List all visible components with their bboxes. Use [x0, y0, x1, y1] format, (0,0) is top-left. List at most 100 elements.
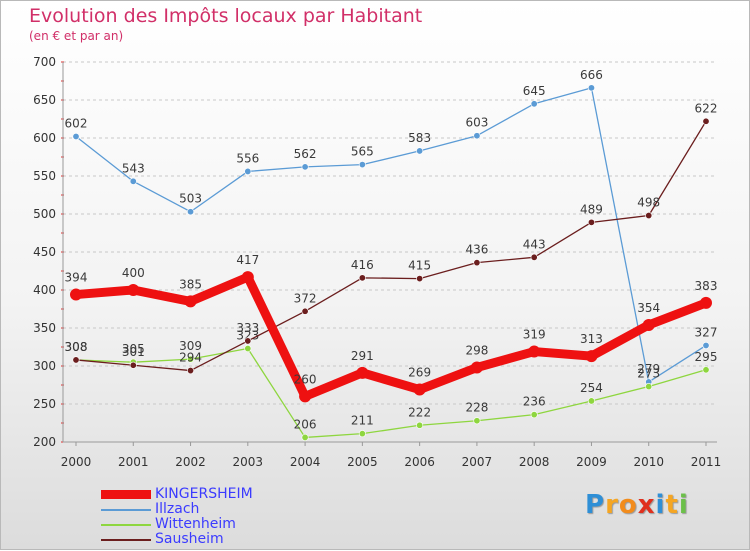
y-tick-label: 200	[33, 435, 56, 449]
x-tick-label: 2009	[576, 455, 607, 469]
y-tick-label: 450	[33, 245, 56, 259]
y-tick-label: 600	[33, 131, 56, 145]
chart-subtitle: (en € et par an)	[29, 29, 124, 43]
x-tick-label: 2010	[633, 455, 664, 469]
data-label: 415	[408, 259, 431, 273]
series-line-kingersheim	[71, 272, 711, 401]
data-label: 308	[65, 340, 88, 354]
y-tick-label: 500	[33, 207, 56, 221]
data-label: 602	[65, 116, 88, 130]
data-label: 294	[179, 351, 202, 365]
data-point	[530, 411, 538, 419]
chart-title: Evolution des Impôts locaux par Habitant	[29, 5, 423, 27]
proxiti-logo: Proxiti	[585, 490, 689, 520]
data-label: 301	[122, 345, 145, 359]
data-point	[413, 383, 426, 396]
data-point	[702, 341, 710, 349]
data-point	[244, 167, 252, 175]
data-label: 383	[695, 279, 718, 293]
legend-label: Wittenheim	[155, 516, 236, 532]
data-point	[645, 383, 653, 391]
data-label: 400	[122, 266, 145, 280]
data-point	[72, 356, 80, 364]
data-label: 436	[465, 243, 488, 257]
data-label: 503	[179, 192, 202, 206]
data-point	[187, 208, 195, 216]
x-tick-label: 2001	[118, 455, 149, 469]
data-label: 333	[236, 321, 259, 335]
data-point	[587, 218, 595, 226]
data-label: 498	[637, 196, 660, 210]
data-label: 313	[580, 332, 603, 346]
legend-label: Sausheim	[155, 531, 224, 547]
x-tick-label: 2004	[290, 455, 321, 469]
data-label: 206	[294, 417, 317, 431]
y-tick-label: 700	[33, 55, 56, 69]
data-point	[470, 361, 483, 374]
logo-letter: i	[655, 490, 666, 520]
data-point	[416, 421, 424, 429]
data-point	[70, 288, 82, 301]
data-label: 385	[179, 277, 202, 291]
legend-swatch	[101, 490, 151, 499]
data-point	[184, 295, 197, 308]
data-label: 308	[65, 340, 88, 354]
data-point	[530, 100, 538, 108]
y-tick-label: 250	[33, 397, 56, 411]
logo-letter: P	[585, 490, 606, 520]
legend-swatch	[101, 509, 151, 511]
legend-swatch	[101, 524, 151, 526]
data-point	[241, 271, 254, 284]
legend-label: KINGERSHEIM	[155, 486, 253, 502]
series-line-wittenheim	[75, 347, 707, 439]
data-label: 269	[408, 366, 431, 380]
x-tick-label: 2011	[691, 455, 722, 469]
data-point	[127, 284, 140, 296]
data-point	[301, 163, 309, 171]
data-label: 622	[695, 101, 718, 115]
data-point	[702, 366, 710, 374]
data-point	[129, 361, 137, 369]
data-label: 327	[695, 325, 718, 339]
y-tick-label: 350	[33, 321, 56, 335]
data-point	[587, 397, 595, 405]
data-point	[416, 275, 424, 283]
data-label: 279	[637, 362, 660, 376]
data-label: 305	[122, 342, 145, 356]
data-label: 291	[351, 349, 374, 363]
data-point	[473, 417, 481, 425]
data-label: 295	[695, 350, 718, 364]
series-line-illzach	[75, 87, 707, 383]
legend-item: Wittenheim	[101, 517, 301, 532]
logo-letter: t	[665, 490, 679, 520]
data-label: 543	[122, 161, 145, 175]
data-point	[530, 253, 538, 261]
x-tick-label: 2003	[233, 455, 264, 469]
data-label: 603	[465, 116, 488, 130]
data-label: 211	[351, 414, 374, 428]
data-point	[528, 345, 541, 358]
data-label: 309	[179, 339, 202, 353]
y-tick-label: 400	[33, 283, 56, 297]
data-point	[645, 212, 653, 220]
x-tick-label: 2006	[404, 455, 435, 469]
legend-swatch	[101, 539, 151, 541]
data-label: 254	[580, 381, 603, 395]
logo-letter: o	[618, 490, 638, 520]
x-tick-label: 2005	[347, 455, 378, 469]
logo-letter: r	[605, 490, 619, 520]
data-label: 228	[465, 401, 488, 415]
data-label: 645	[523, 84, 546, 98]
data-label: 372	[294, 291, 317, 305]
data-point	[642, 318, 655, 331]
x-tick-label: 2008	[519, 455, 550, 469]
data-point	[301, 433, 309, 441]
x-tick-label: 2000	[61, 455, 92, 469]
data-point	[358, 161, 366, 169]
legend-item: Sausheim	[101, 532, 301, 547]
data-label: 489	[580, 202, 603, 216]
data-label: 260	[294, 372, 317, 386]
data-point	[301, 307, 309, 315]
data-label: 222	[408, 405, 431, 419]
